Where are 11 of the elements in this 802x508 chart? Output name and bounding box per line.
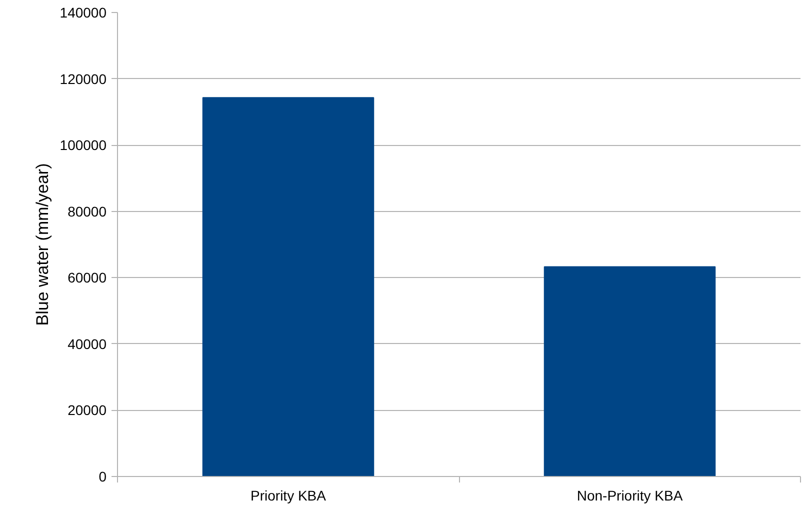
y-tick-label: 40000 — [68, 336, 107, 352]
y-tick-label: 120000 — [60, 70, 107, 87]
x-tick-label: Non-Priority KBA — [576, 488, 684, 504]
y-tick-label: 80000 — [68, 203, 107, 220]
y-tick-label: 0 — [98, 468, 107, 484]
y-tick-label: 140000 — [60, 4, 107, 20]
x-tick-label: Priority KBA — [250, 488, 327, 504]
y-tick-label: 60000 — [68, 270, 107, 286]
y-tick-label: 20000 — [68, 402, 107, 418]
y-axis-title: Blue water (mm/year) — [32, 163, 52, 326]
y-tick-label: 100000 — [60, 137, 107, 154]
